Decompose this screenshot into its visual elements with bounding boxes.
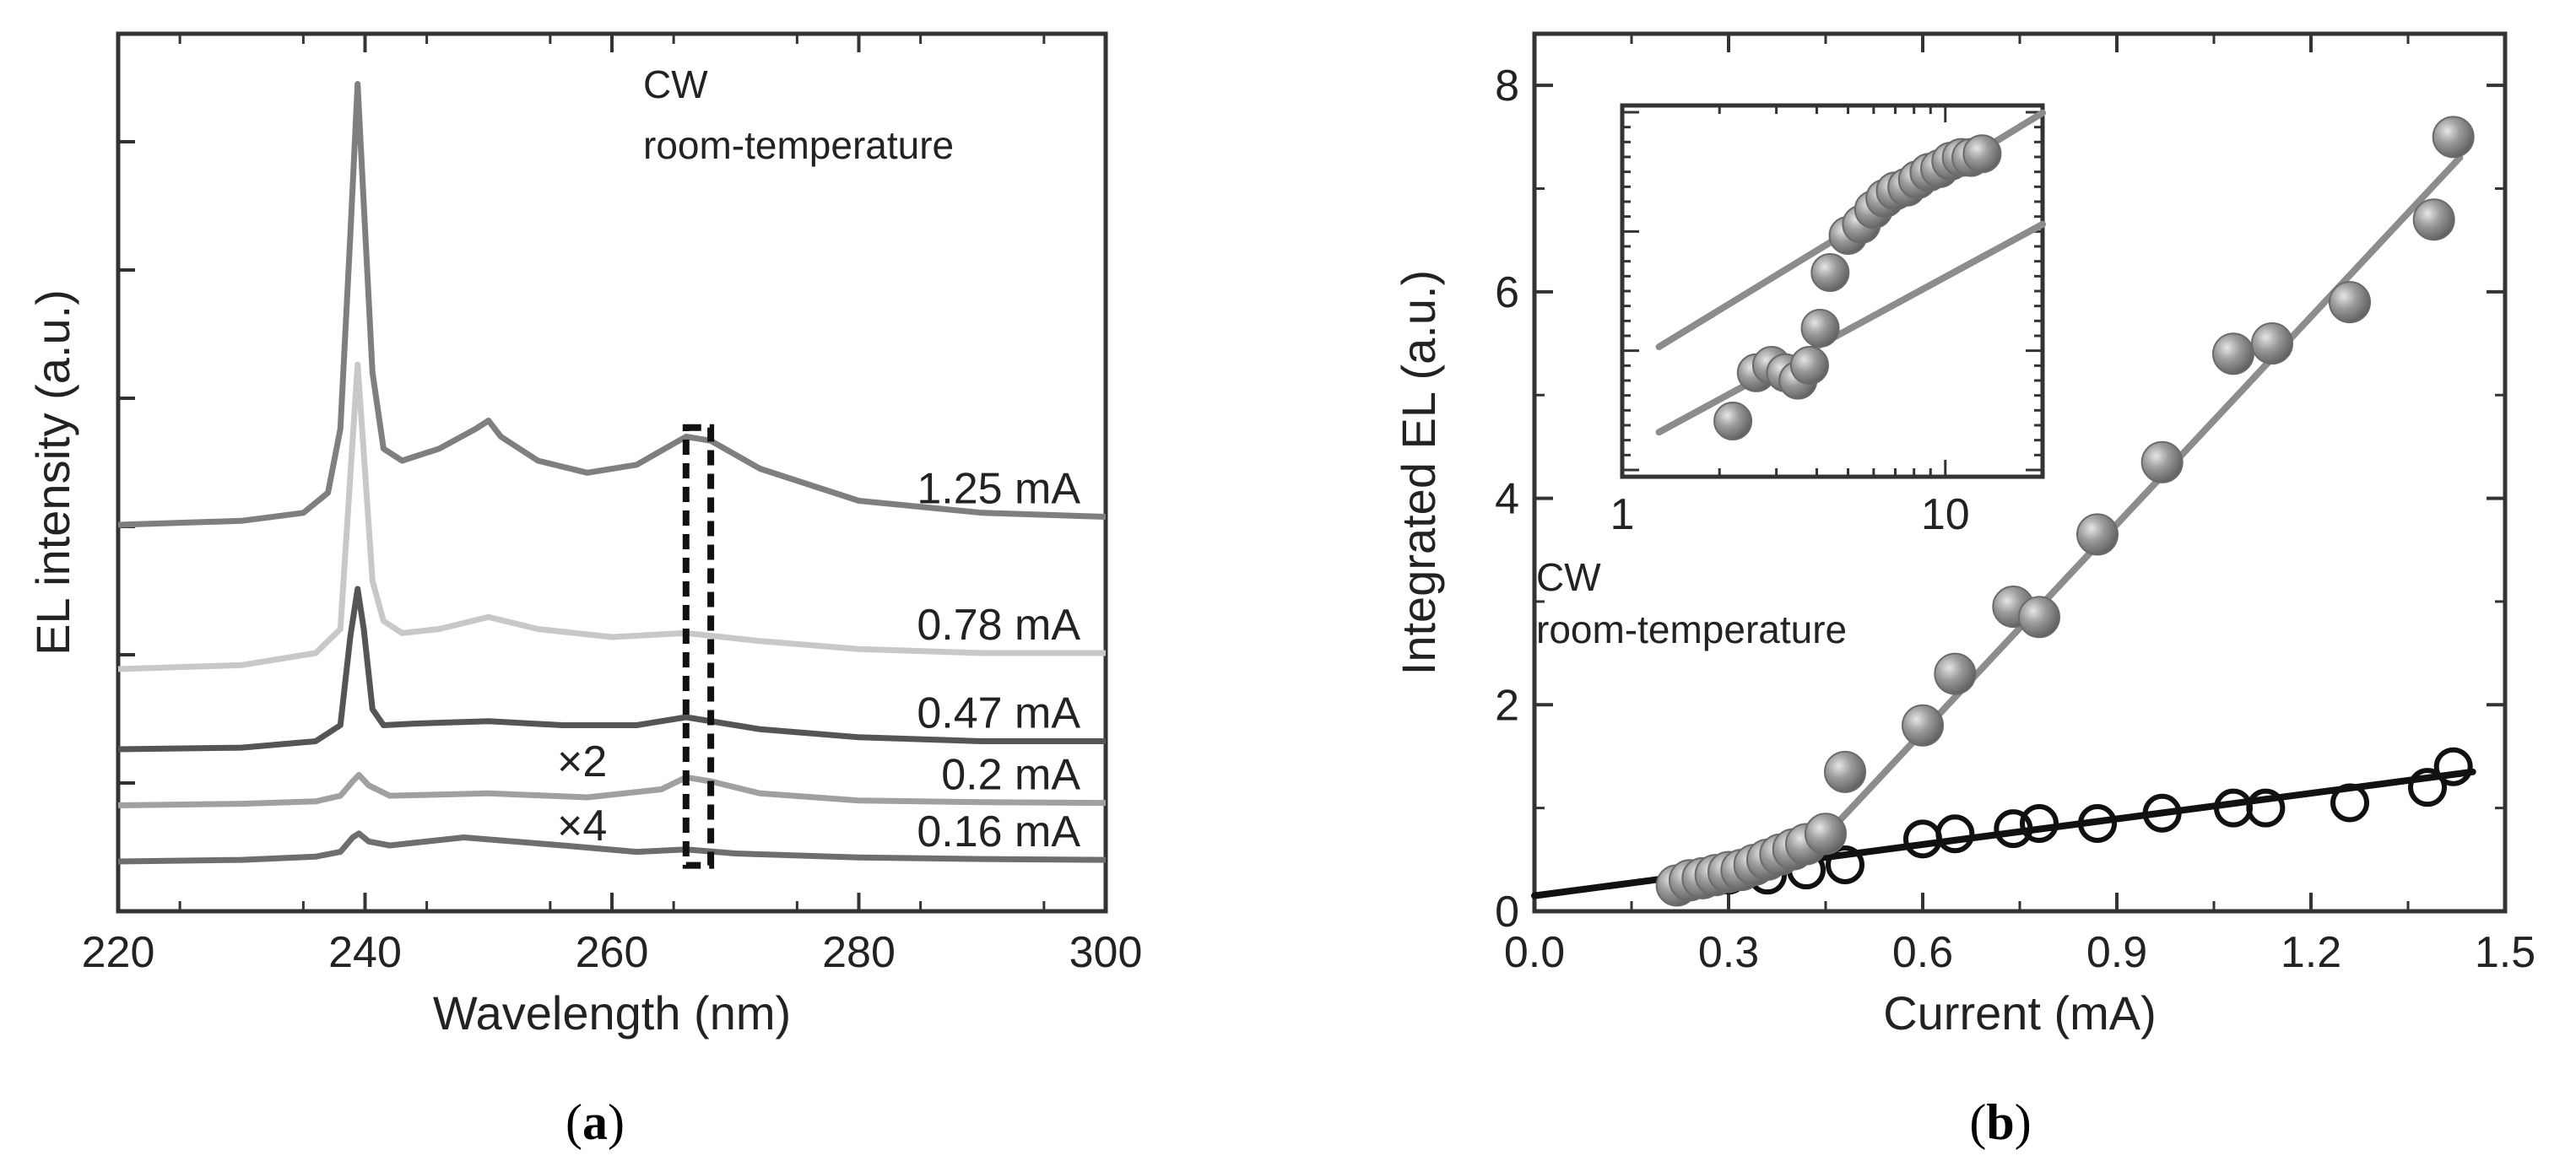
panel-b: 0.0 0.3 0.6 0.9 1.2 1.5 0 2 4 6 8 1 10 CW room-temp… [1392, 31, 2535, 1150]
filled-sphere-point [1824, 750, 1866, 793]
inset-fit-lower-line [1655, 220, 2046, 436]
open-circle-point [1994, 809, 2033, 849]
panel-a-y-axis-title: EL intensity (a.u.) [26, 289, 79, 656]
inset-plot: 1 10 [1610, 103, 2046, 539]
filled-sphere-point [2076, 513, 2119, 556]
inset-point [1962, 134, 2002, 174]
inset-x-tick-label: 1 [1610, 490, 1635, 539]
open-circle-point [2078, 804, 2117, 843]
highlight-box [682, 424, 715, 869]
panel-b-y-tick-label: 0 [1495, 888, 1519, 937]
filled-sphere-point [2329, 281, 2371, 324]
panel-b-y-axis-title: Integrated EL (a.u.) [1392, 270, 1445, 675]
spectrum-0p47-mA [117, 586, 1106, 753]
multiplier-label-x2: ×2 [557, 737, 607, 786]
panel-b-label-letter: b [1986, 1094, 2014, 1150]
panel-a-x-tick-label: 220 [82, 928, 155, 977]
open-circle-point [2408, 768, 2447, 807]
open-circle-point [2020, 804, 2059, 843]
open-circle-point [2142, 793, 2182, 833]
series-label: 0.2 mA [941, 751, 1080, 800]
inset-point [1800, 309, 1840, 348]
open-circle-point [2330, 783, 2369, 823]
filled-sphere-point [1902, 704, 1944, 747]
panel-a-x-tick-label: 260 [576, 928, 649, 977]
panel-b-annotation-cw: CW [1536, 555, 1601, 599]
series-label: 0.47 mA [917, 689, 1080, 738]
spectrum-0p16-mA [117, 830, 1107, 865]
panel-a-label: (a) [566, 1094, 625, 1150]
filled-sphere-point [2432, 116, 2475, 159]
inset-points [1713, 134, 2002, 440]
panel-b-y-tick-label: 2 [1495, 681, 1519, 730]
panel-a-annotation-room-temperature: room-temperature [643, 123, 954, 167]
panel-a-annotation-cw: CW [643, 62, 708, 106]
series-label: 0.16 mA [917, 807, 1080, 856]
inset-point [1789, 346, 1829, 385]
open-circle-point [1903, 819, 1942, 859]
inset-point [1713, 402, 1753, 440]
filled-sphere-point [1934, 652, 1977, 695]
panel-b-x-tick-label: 1.5 [2475, 928, 2535, 977]
panel-b-label: (b) [1969, 1094, 2031, 1150]
panel-b-ticks: 0.0 0.3 0.6 0.9 1.2 1.5 0 2 4 6 8 [1495, 34, 2535, 977]
spectrum-0p2-mA [117, 771, 1107, 808]
panel-a-x-axis-title: Wavelength (nm) [433, 986, 791, 1040]
filled-sphere-point [2251, 322, 2293, 365]
panel-b-annotation-room-temperature: room-temperature [1536, 608, 1847, 651]
open-circle-point [2246, 788, 2286, 828]
open-circle-point [1935, 814, 1975, 854]
panel-b-points [1655, 116, 2475, 907]
filled-sphere-point [2018, 596, 2060, 639]
series-label: 0.78 mA [917, 601, 1080, 650]
panel-b-x-tick-label: 0.3 [1698, 928, 1759, 977]
panel-b-y-tick-label: 6 [1495, 268, 1519, 317]
panel-a-spectra: 1.25 mA 0.78 mA 0.47 mA 0.2 mA 0.16 mA [117, 81, 1107, 865]
spectrum-1p25-mA [117, 81, 1107, 528]
panel-b-y-tick-label: 8 [1495, 62, 1519, 111]
inset-x-tick-label: 10 [1921, 490, 1970, 539]
panel-b-x-tick-label: 0.9 [2086, 928, 2147, 977]
series-label: 1.25 mA [917, 465, 1080, 514]
filled-sphere-point [2140, 440, 2184, 483]
panel-a-label-letter: a [582, 1094, 608, 1150]
panel-a-x-tick-label: 280 [822, 928, 896, 977]
inset-point [1810, 253, 1850, 292]
panel-a-x-tick-label: 240 [328, 928, 402, 977]
filled-sphere-point [1805, 813, 1847, 856]
panel-b-x-tick-label: 1.2 [2281, 928, 2341, 977]
open-circle-point [1826, 845, 1864, 884]
panel-b-x-tick-label: 0.0 [1504, 928, 1565, 977]
open-circle-point [2433, 747, 2473, 786]
panel-a-x-tick-label: 300 [1069, 928, 1143, 977]
filled-sphere-point [2412, 198, 2455, 241]
panel-b-y-tick-label: 4 [1495, 475, 1519, 524]
panel-a: 220 240 260 280 300 1.25 mA 0.78 mA 0.47 mA 0.2… [26, 31, 1143, 1150]
multiplier-label-x4: ×4 [557, 802, 607, 850]
filled-sphere-point [2212, 332, 2254, 375]
panel-b-x-axis-title: Current (mA) [1883, 986, 2157, 1040]
spectrum-0p78-mA [117, 361, 1106, 672]
panel-a-ticks: 220 240 260 280 300 [82, 34, 1143, 977]
panel-b-x-tick-label: 0.6 [1892, 928, 1953, 977]
